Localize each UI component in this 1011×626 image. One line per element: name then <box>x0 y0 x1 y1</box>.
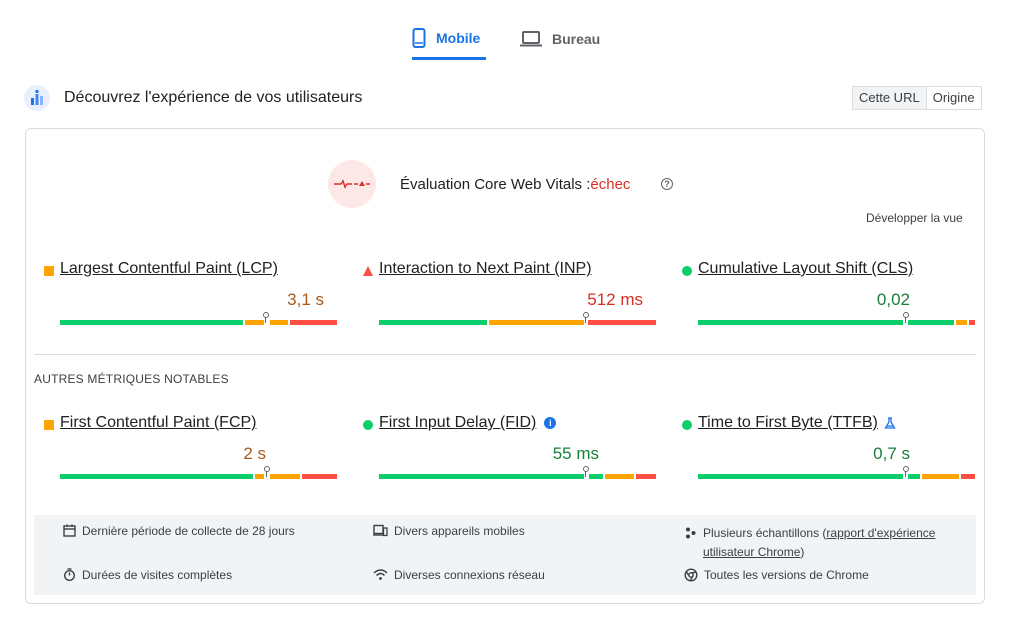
samples-suffix: ) <box>800 545 805 559</box>
distribution-bar <box>698 466 975 479</box>
distribution-bar <box>379 466 656 479</box>
devices-icon <box>373 524 388 537</box>
smartphone-icon <box>412 27 426 48</box>
percentile-marker <box>263 312 269 323</box>
metric-value: 0,7 s <box>873 444 910 463</box>
chrome-versions-text: Toutes les versions de Chrome <box>704 568 869 582</box>
percentile-marker <box>264 466 270 477</box>
metric-value: 0,02 <box>876 290 910 309</box>
metric-name[interactable]: First Contentful Paint (FCP) <box>60 414 257 431</box>
percentile-marker <box>583 312 589 323</box>
metric-name-text: First Input Delay (FID) <box>379 414 537 431</box>
chrome-icon <box>684 568 698 582</box>
cwv-title-prefix: Évaluation Core Web Vitals : <box>400 176 591 193</box>
metric-name[interactable]: First Input Delay (FID) i <box>379 414 557 432</box>
divider <box>34 354 976 355</box>
distribution-bar <box>60 466 337 479</box>
connections-item: Diverses connexions réseau <box>373 568 545 582</box>
this-url-button[interactable]: Cette URL <box>853 87 927 109</box>
metric-value: 55 ms <box>552 444 599 463</box>
average-square-icon <box>44 266 54 276</box>
users-experience-icon <box>24 85 50 111</box>
metric-cls: Cumulative Layout Shift (CLS) 0,02 <box>682 260 975 340</box>
good-circle-icon <box>682 266 692 276</box>
metric-ttfb: Time to First Byte (TTFB) 0,7 s <box>682 414 975 494</box>
data-context-panel <box>34 515 976 595</box>
wifi-icon <box>373 569 388 580</box>
devices-item: Divers appareils mobiles <box>373 524 525 538</box>
cwv-status: échec <box>590 176 631 193</box>
metric-fid: First Input Delay (FID) i 55 ms <box>363 414 656 494</box>
tab-mobile-label: Mobile <box>436 29 481 46</box>
collection-period-text: Dernière période de collecte de 28 jours <box>82 524 295 538</box>
device-tabs: Mobile Bureau <box>0 18 1011 60</box>
metric-fcp: First Contentful Paint (FCP) 2 s <box>44 414 337 494</box>
tab-desktop-label: Bureau <box>552 31 601 47</box>
devices-text: Divers appareils mobiles <box>394 524 525 538</box>
samples-icon <box>686 527 696 539</box>
metric-value: 3,1 s <box>287 290 324 309</box>
metric-name[interactable]: Cumulative Layout Shift (CLS) <box>698 260 914 277</box>
field-data-card <box>25 128 985 604</box>
metric-value: 2 s <box>243 444 266 463</box>
connections-text: Diverses connexions réseau <box>394 568 545 582</box>
good-circle-icon <box>363 420 373 430</box>
metric-value: 512 ms <box>587 290 643 309</box>
samples-prefix: Plusieurs échantillons ( <box>703 526 827 540</box>
other-metrics-heading: AUTRES MÉTRIQUES NOTABLES <box>34 372 229 386</box>
metric-inp: Interaction to Next Paint (INP) 512 ms <box>363 260 656 340</box>
percentile-marker <box>583 466 589 477</box>
section-title: Découvrez l'expérience de vos utilisateu… <box>64 89 363 106</box>
calendar-icon <box>63 524 76 537</box>
timer-icon <box>64 568 75 581</box>
samples-item: Plusieurs échantillons (rapport d'expéri… <box>684 524 964 562</box>
tab-mobile[interactable]: Mobile <box>412 18 486 60</box>
info-icon[interactable]: i <box>544 416 557 429</box>
visit-durations-text: Durées de visites complètes <box>82 568 233 582</box>
metric-lcp: Largest Contentful Paint (LCP) 3,1 s <box>44 260 337 340</box>
cwv-assessment: Évaluation Core Web Vitals :échec <box>400 176 630 193</box>
metric-name-text: Time to First Byte (TTFB) <box>698 414 878 431</box>
expand-view-link[interactable]: Développer la vue <box>866 211 963 225</box>
experimental-flask-icon <box>884 417 896 429</box>
cwv-fail-badge <box>328 160 376 208</box>
poor-triangle-icon <box>363 266 373 276</box>
percentile-marker <box>903 466 909 477</box>
metric-name[interactable]: Interaction to Next Paint (INP) <box>379 260 592 277</box>
distribution-bar <box>379 312 656 325</box>
good-circle-icon <box>682 420 692 430</box>
percentile-marker <box>903 312 909 323</box>
crux-report-link[interactable]: rapport d'expérience utilisateur Chrome <box>703 526 936 559</box>
distribution-bar <box>698 312 975 325</box>
distribution-bar <box>60 312 337 325</box>
average-square-icon <box>44 420 54 430</box>
laptop-icon <box>520 31 542 47</box>
scope-toggle: Cette URL Origine <box>852 86 982 110</box>
metric-name[interactable]: Time to First Byte (TTFB) <box>698 414 896 432</box>
origin-button[interactable]: Origine <box>932 90 975 105</box>
pulse-icon <box>334 179 370 189</box>
metric-name[interactable]: Largest Contentful Paint (LCP) <box>60 260 278 277</box>
chrome-versions-item: Toutes les versions de Chrome <box>684 568 869 582</box>
collection-period-item: Dernière période de collecte de 28 jours <box>63 524 295 538</box>
visit-durations-item: Durées de visites complètes <box>63 568 232 582</box>
help-icon[interactable]: ? <box>661 178 673 190</box>
tab-desktop[interactable]: Bureau <box>520 18 610 60</box>
